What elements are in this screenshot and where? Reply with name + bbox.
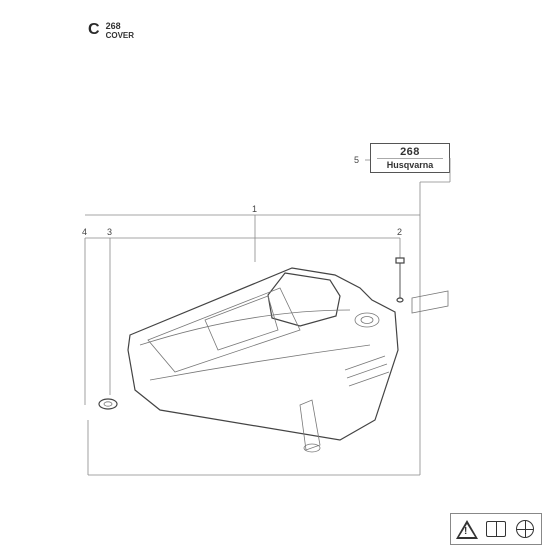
safety-icons-panel: ! — [450, 513, 542, 545]
part-screw — [396, 258, 404, 302]
part-cover — [128, 268, 398, 452]
warning-icon: ! — [454, 517, 480, 541]
part-washer — [99, 399, 117, 409]
manual-icon — [483, 517, 509, 541]
globe-icon — [512, 517, 538, 541]
parts-diagram — [0, 0, 560, 560]
